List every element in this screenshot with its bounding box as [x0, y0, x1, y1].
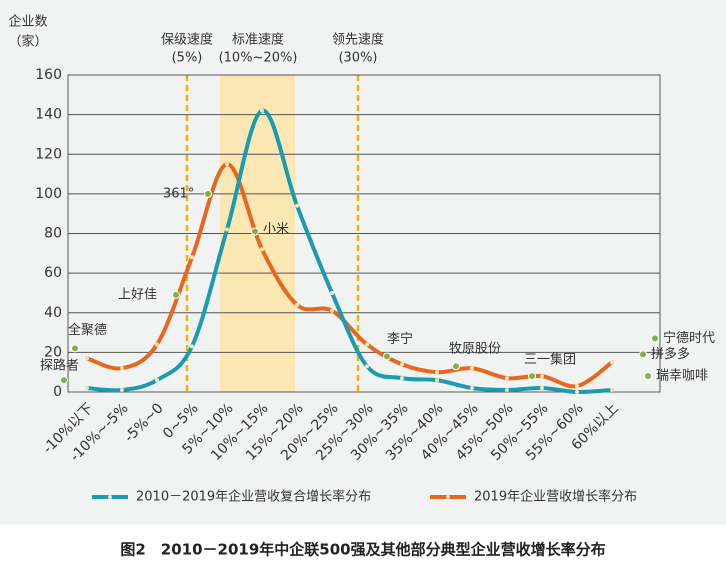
y-tick-label: 160: [35, 67, 62, 83]
point: [435, 378, 439, 383]
point: [260, 247, 264, 252]
point: [505, 376, 509, 381]
annotation-point: [71, 344, 79, 353]
point: [330, 290, 334, 295]
point: [85, 386, 89, 391]
annotation-label: 拼多多: [651, 346, 690, 362]
zone-sub: (10%~20%): [219, 51, 298, 66]
point: [470, 366, 474, 371]
point: [435, 370, 439, 375]
annotation-point: [251, 227, 259, 236]
point: [610, 388, 614, 393]
point: [470, 386, 474, 391]
point: [120, 366, 124, 371]
annotation-point: [204, 189, 212, 198]
annotation-point: [651, 334, 659, 343]
y-tick-label: 60: [44, 265, 62, 281]
y-axis-title: 企业数: [8, 14, 47, 30]
point: [365, 364, 369, 369]
annotation-label: 探路者: [40, 358, 79, 374]
y-tick-label: 120: [35, 146, 62, 162]
legend-label: 2019年企业营收增长率分布: [474, 489, 637, 505]
legend-label: 2010－2019年企业营收复合增长率分布: [136, 489, 371, 505]
y-tick-label: 0: [53, 384, 62, 400]
annotation-label: 宁德时代: [663, 330, 715, 346]
y-tick-label: 100: [35, 186, 62, 202]
point: [190, 255, 194, 260]
point: [330, 308, 334, 313]
point: [610, 360, 614, 365]
point: [400, 362, 404, 367]
point: [120, 388, 124, 393]
point: [540, 374, 544, 379]
point: [155, 342, 159, 347]
point: [575, 390, 579, 394]
y-axis-title: （家）: [8, 34, 47, 50]
zone-sub: (30%): [338, 51, 377, 66]
annotation-label: 小米: [263, 222, 289, 237]
zone-label: 领先速度: [332, 32, 384, 48]
annotation-point: [528, 372, 536, 381]
annotation-label: 上好佳: [118, 287, 157, 302]
annotation-label: 牧原股份: [449, 342, 501, 357]
annotation-point: [172, 290, 180, 299]
point: [85, 356, 89, 361]
annotation-point: [639, 350, 647, 359]
point: [225, 162, 229, 167]
annotation-point: [452, 362, 460, 371]
caption: 图2 2010－2019年中企联500强及其他部分典型企业营收增长率分布: [120, 541, 605, 559]
annotation-label: 瑞幸咖啡: [656, 369, 708, 384]
point: [400, 376, 404, 381]
annotation-label: 361°: [163, 186, 194, 201]
zone-sub: (5%): [172, 51, 203, 66]
point: [190, 344, 194, 349]
annotation-label: 李宁: [387, 331, 413, 347]
zone-label: 保级速度: [161, 32, 213, 48]
legend-dot: [446, 495, 450, 499]
y-tick-label: 20: [44, 344, 62, 360]
y-tick-label: 140: [35, 107, 62, 123]
y-tick-label: 40: [44, 305, 62, 321]
y-tick-label: 80: [44, 226, 62, 242]
point: [295, 203, 299, 208]
point: [225, 227, 229, 232]
point: [505, 388, 509, 393]
annotation-point: [383, 352, 391, 361]
annotation-label: 三一集团: [524, 352, 576, 368]
point: [365, 342, 369, 347]
point: [155, 378, 159, 383]
annotation-point: [644, 372, 652, 381]
annotation-point: [60, 376, 68, 385]
point: [295, 302, 299, 307]
point: [260, 108, 264, 113]
point: [575, 384, 579, 389]
legend-dot: [108, 495, 112, 499]
zone-label: 标准速度: [232, 32, 284, 48]
chart-background: [0, 0, 726, 525]
point: [540, 386, 544, 391]
annotation-label: 全聚德: [68, 322, 107, 338]
